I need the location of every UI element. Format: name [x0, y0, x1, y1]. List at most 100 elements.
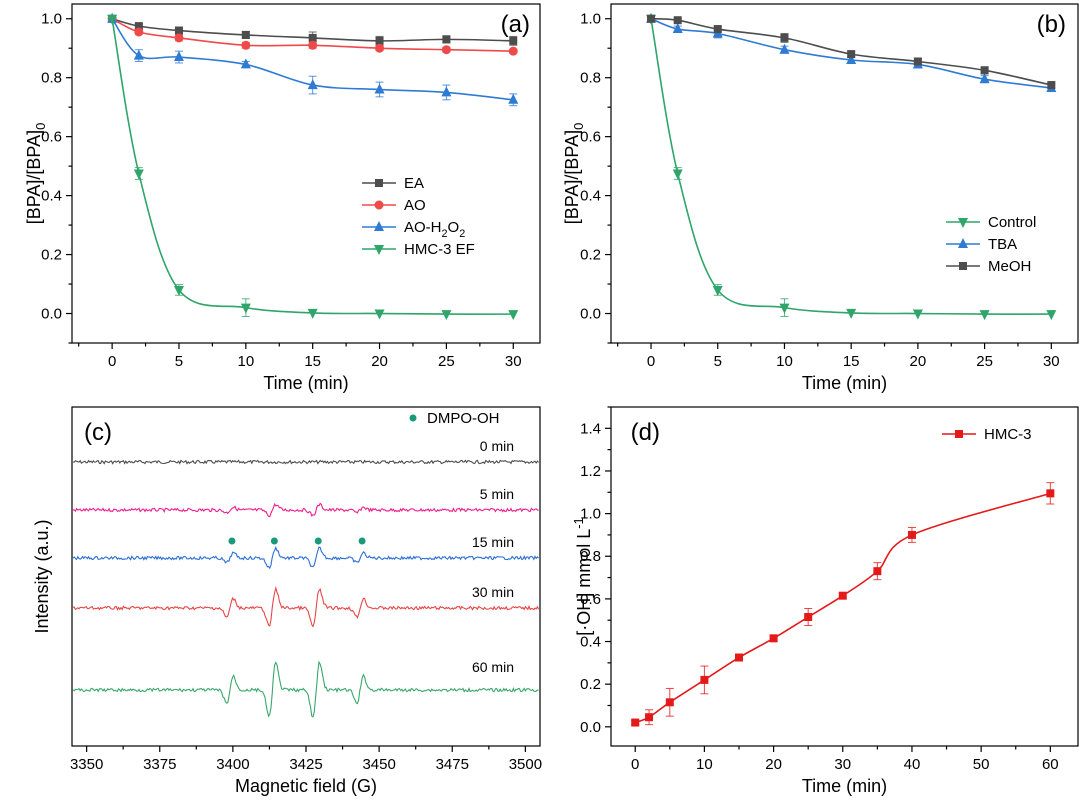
data-point [847, 50, 856, 59]
data-point [442, 35, 451, 44]
x-axis-title: Time (min) [802, 776, 887, 796]
data-point [375, 36, 384, 45]
spectrum-line [72, 660, 539, 718]
x-tick-label: 25 [438, 353, 455, 370]
data-point [980, 66, 989, 75]
data-point [912, 309, 923, 320]
data-point [713, 25, 722, 34]
legend-item-ao: AO [362, 197, 426, 214]
panel-b: 0 5 10 15 20 25 30 0.0 0.2 0.4 0.6 0.8 1.0 Time (min)… [562, 3, 1079, 393]
y-tick-label: 0.0 [41, 306, 62, 323]
data-point [307, 79, 318, 90]
x-tick-label: 0 [108, 353, 116, 370]
data-point [645, 713, 654, 722]
data-point [241, 30, 250, 39]
data-point [134, 27, 144, 37]
data-point [441, 45, 451, 55]
legend-item-hmc-3: HMC-3 [942, 426, 1032, 443]
dmpo-oh-peak-marker [358, 537, 366, 545]
data-point [838, 591, 847, 600]
plot-frame [71, 406, 541, 747]
panel-c: 3350 3375 3400 3425 3450 3475 3500 Magnetic fie… [32, 406, 542, 796]
legend-marker [959, 262, 967, 270]
data-point [308, 33, 317, 42]
data-point [174, 26, 183, 35]
spectrum-label: 60 min [472, 659, 514, 675]
legend-label: MeOH [988, 258, 1031, 275]
data-point [508, 46, 518, 56]
data-point [712, 285, 723, 296]
spectrum-0-min: 0 min [72, 438, 539, 465]
data-point [647, 14, 656, 23]
y-axis-title: [·OH] mmol L-1 [571, 517, 594, 636]
spectrum-line [72, 502, 539, 518]
y-tick-label: 1.0 [580, 506, 601, 523]
y-tick-label: 0.8 [580, 548, 601, 565]
legend-marker [374, 221, 384, 231]
data-point [508, 93, 519, 104]
data-point [134, 22, 143, 31]
x-tick-label: 5 [175, 353, 183, 370]
x-tick-label: 3425 [289, 756, 322, 773]
data-point [672, 169, 683, 180]
x-tick-label: 10 [696, 756, 713, 773]
legend: HMC-3 [942, 426, 1032, 443]
data-point [508, 310, 519, 321]
data-point [804, 613, 813, 622]
legend-label: EA [404, 175, 424, 192]
data-point [133, 49, 144, 60]
legend-label: AO-H2O2 [404, 219, 465, 240]
legend-item-ao-h2o2: AO-H2O2 [362, 219, 465, 240]
series-line [634, 492, 1051, 724]
legend-label: TBA [988, 236, 1017, 253]
data-point [780, 33, 789, 42]
data-point [779, 303, 790, 314]
x-axis-title: Time (min) [802, 373, 887, 393]
y-tick-label: 0.4 [580, 634, 601, 651]
data-point [907, 530, 916, 539]
x-tick-label: 30 [505, 353, 522, 370]
x-tick-label: 10 [776, 353, 793, 370]
spectrum-label: 15 min [472, 534, 514, 550]
y-tick-label: 0.6 [580, 591, 601, 608]
data-point [979, 310, 990, 321]
y-tick-label: 1.4 [580, 420, 601, 437]
series-line [111, 18, 514, 315]
x-tick-label: 3350 [70, 756, 103, 773]
y-tick-label: 0.4 [41, 188, 62, 205]
legend-item-tba: TBA [946, 236, 1017, 253]
data-point [173, 285, 184, 296]
data-point [375, 43, 385, 53]
data-point [174, 33, 184, 43]
x-tick-label: 3375 [143, 756, 176, 773]
panel-label: (d) [631, 419, 660, 446]
legend-label: Control [988, 214, 1036, 231]
data-point [107, 14, 118, 25]
series-ea [108, 14, 518, 46]
legend-item-control: Control [946, 214, 1036, 231]
panel-d: 0 10 20 30 40 50 60 0.0 0.2 0.4 0.6 0.8 1.0 1.2 1.4 Tim… [571, 406, 1079, 796]
x-tick-label: 5 [714, 353, 722, 370]
x-axis-title: Time (min) [263, 373, 348, 393]
plot-frame [610, 406, 1079, 747]
legend-item-dmpo-oh: DMPO-OH [409, 410, 500, 427]
data-point [374, 309, 385, 320]
legend-label: HMC-3 EF [404, 241, 475, 258]
data-point [374, 83, 385, 94]
legend-marker [958, 218, 968, 228]
data-point [631, 718, 640, 727]
legend-label: AO [404, 197, 426, 214]
x-tick-label: 0 [631, 756, 639, 773]
spectrum-5-min: 5 min [72, 486, 539, 518]
data-point [173, 51, 184, 62]
data-point [1047, 81, 1056, 90]
series-line [650, 17, 1052, 89]
data-point [846, 308, 857, 319]
data-point [979, 73, 990, 84]
y-tick-label: 0.2 [41, 247, 62, 264]
x-tick-label: 50 [973, 756, 990, 773]
data-point [240, 303, 251, 314]
series-line [111, 18, 514, 101]
data-point [133, 169, 144, 180]
x-tick-label: 3500 [509, 756, 542, 773]
